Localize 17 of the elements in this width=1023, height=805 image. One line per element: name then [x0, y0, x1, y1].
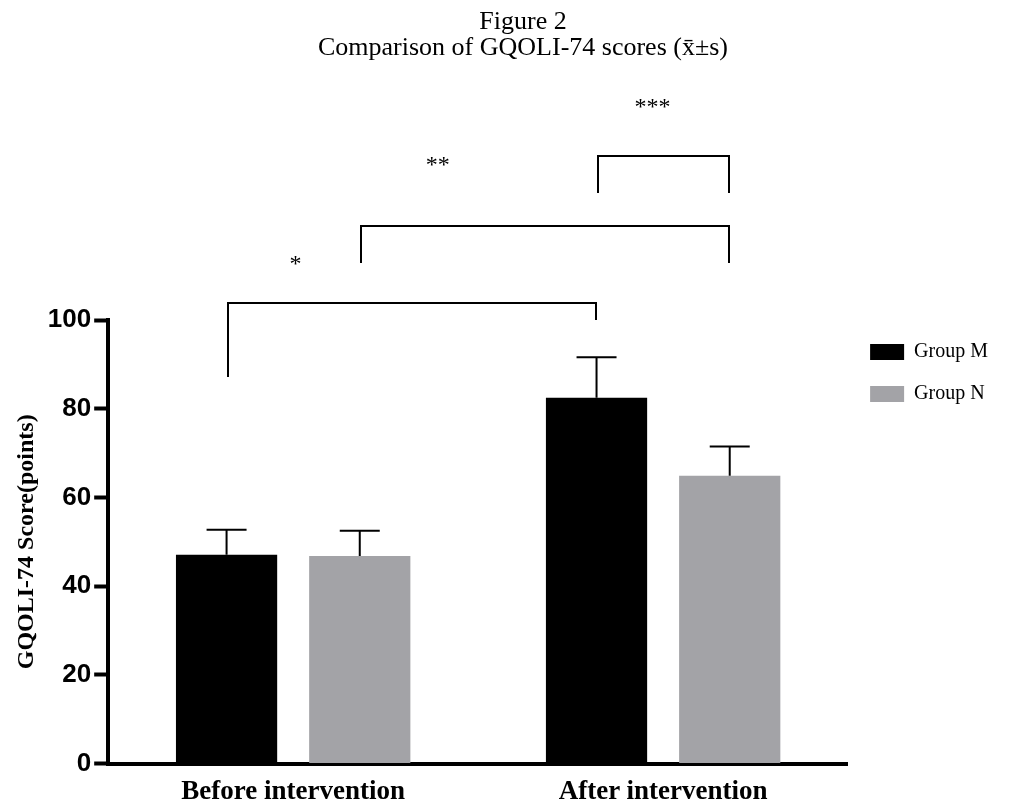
bar — [309, 556, 411, 764]
y-tick-label: 80 — [62, 391, 92, 422]
text: *** — [634, 93, 671, 120]
text: * — [289, 250, 302, 277]
y-tick-label: 60 — [62, 480, 92, 511]
y-axis-title: GQOLI-74 Score(points) — [11, 414, 38, 670]
y-tick-label: 100 — [47, 303, 92, 334]
legend-label: Group M — [914, 339, 989, 363]
legend-label: Group N — [914, 381, 985, 405]
y-tick-label: 40 — [62, 569, 92, 600]
text: ** — [425, 151, 450, 178]
x-tick-label: Before intervention — [181, 774, 406, 805]
chart-title: Figure 2 — [478, 6, 568, 35]
x-tick-label: After intervention — [558, 774, 768, 805]
y-tick-label: 20 — [62, 658, 92, 689]
y-tick-label: 0 — [76, 746, 92, 777]
bar — [679, 475, 781, 764]
